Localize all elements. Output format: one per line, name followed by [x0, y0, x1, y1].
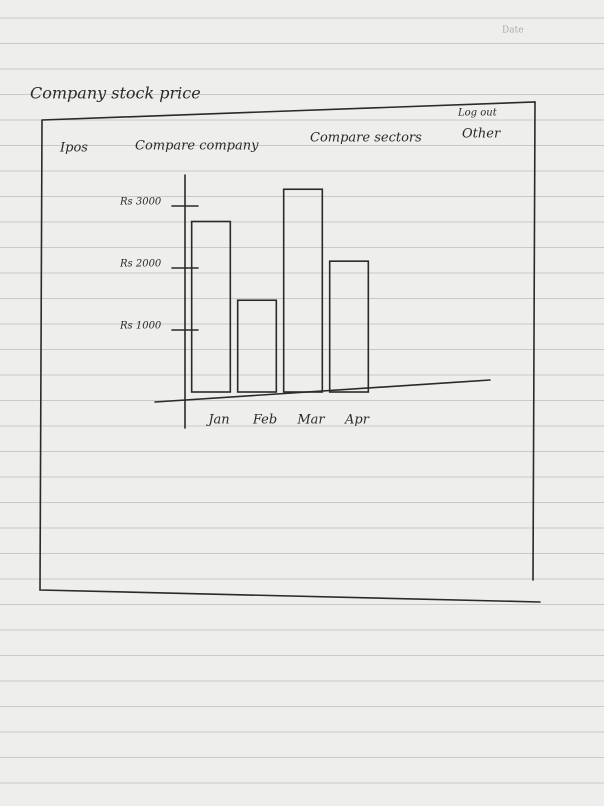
nav-item[interactable]: Compare sectors	[310, 131, 422, 146]
bar	[190, 220, 232, 393]
y-tick-label: Rs 3000	[119, 197, 162, 208]
x-tick-label: Feb	[252, 413, 277, 428]
x-tick-label: Mar	[296, 413, 325, 428]
y-tick-label: Rs 2000	[119, 259, 162, 270]
date-label: Date	[502, 26, 524, 36]
page-title: Company stock price	[30, 84, 201, 103]
logout-link[interactable]: Log out	[457, 108, 498, 119]
frame	[39, 101, 541, 603]
bar	[236, 299, 278, 393]
x-tick-label: Apr	[344, 413, 370, 428]
bar	[328, 260, 370, 393]
nav-item[interactable]: Other	[462, 127, 501, 142]
nav-item[interactable]: Ipos	[59, 141, 88, 156]
nav-item[interactable]: Compare company	[135, 139, 259, 154]
paper-lines	[0, 17, 604, 784]
y-tick-label: Rs 1000	[119, 321, 162, 332]
bar	[282, 188, 324, 393]
x-tick-label: Jan	[205, 413, 229, 428]
